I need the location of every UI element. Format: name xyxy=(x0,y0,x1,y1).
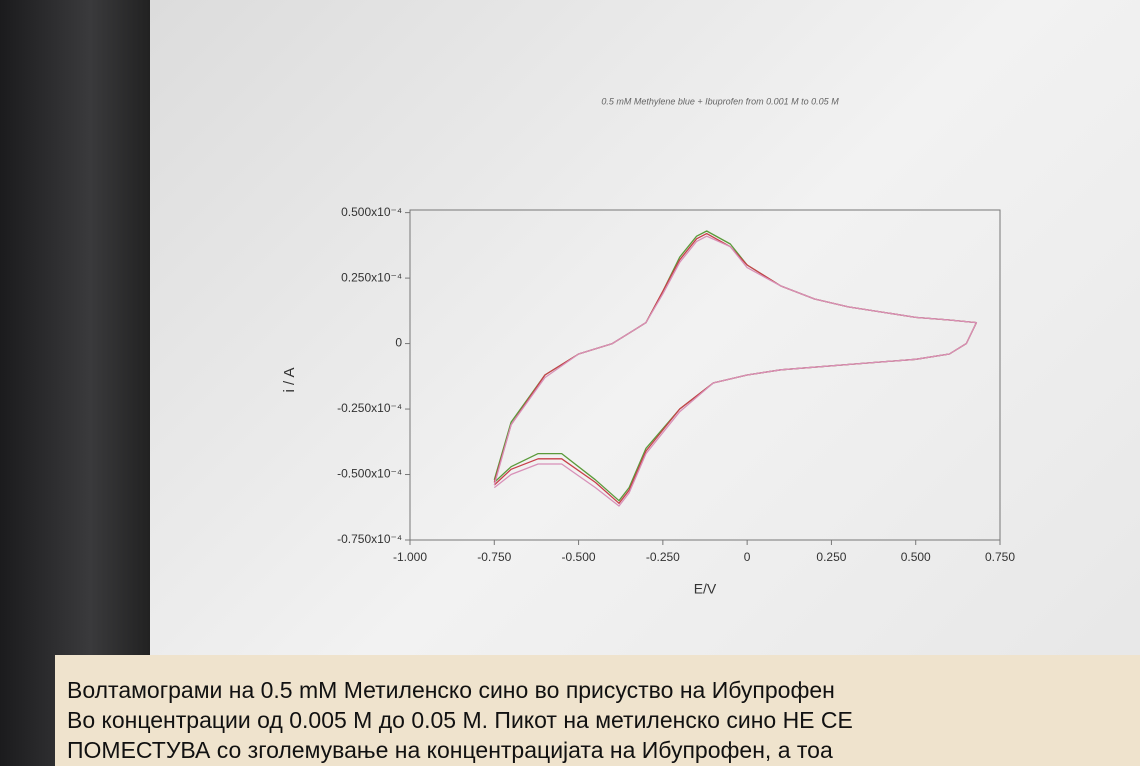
y-tick-label: 0.500x10⁻⁴ xyxy=(341,205,402,219)
cv-curve xyxy=(493,230,978,502)
caption-box: Волтамограми на 0.5 mM Метиленско сино в… xyxy=(55,655,1140,766)
x-tick-label: 0.500 xyxy=(901,550,931,564)
x-tick-label: 0 xyxy=(744,550,751,564)
chart-title: 0.5 mM Methylene blue + Ibuprofen from 0… xyxy=(601,96,839,106)
cv-curve xyxy=(493,232,978,504)
x-tick-label: -0.250 xyxy=(646,550,680,564)
y-axis-label: i / A xyxy=(281,367,298,392)
y-tick-label: 0 xyxy=(395,336,402,350)
x-tick-label: -1.000 xyxy=(393,550,427,564)
caption-line: ПОМЕСТУВА со зголемување на концентрациј… xyxy=(67,737,833,763)
x-tick-label: -0.500 xyxy=(562,550,596,564)
plot-frame xyxy=(409,209,1001,541)
cv-curve xyxy=(493,235,978,507)
x-tick-label: 0.750 xyxy=(985,550,1015,564)
y-tick-label: -0.250x10⁻⁴ xyxy=(337,401,402,415)
screen xyxy=(150,0,1140,766)
x-axis-label: E/V xyxy=(694,581,717,597)
y-tick-label: -0.500x10⁻⁴ xyxy=(337,467,402,481)
y-tick-label: -0.750x10⁻⁴ xyxy=(337,532,402,546)
caption-line: Волтамограми на 0.5 mM Метиленско сино в… xyxy=(67,677,835,703)
x-tick-label: 0.250 xyxy=(816,550,846,564)
x-tick-label: -0.750 xyxy=(477,550,511,564)
caption-line: Во концентрации од 0.005 М до 0.05 М. Пи… xyxy=(67,707,853,733)
y-tick-label: 0.250x10⁻⁴ xyxy=(341,270,402,284)
monitor-bezel xyxy=(0,0,150,766)
